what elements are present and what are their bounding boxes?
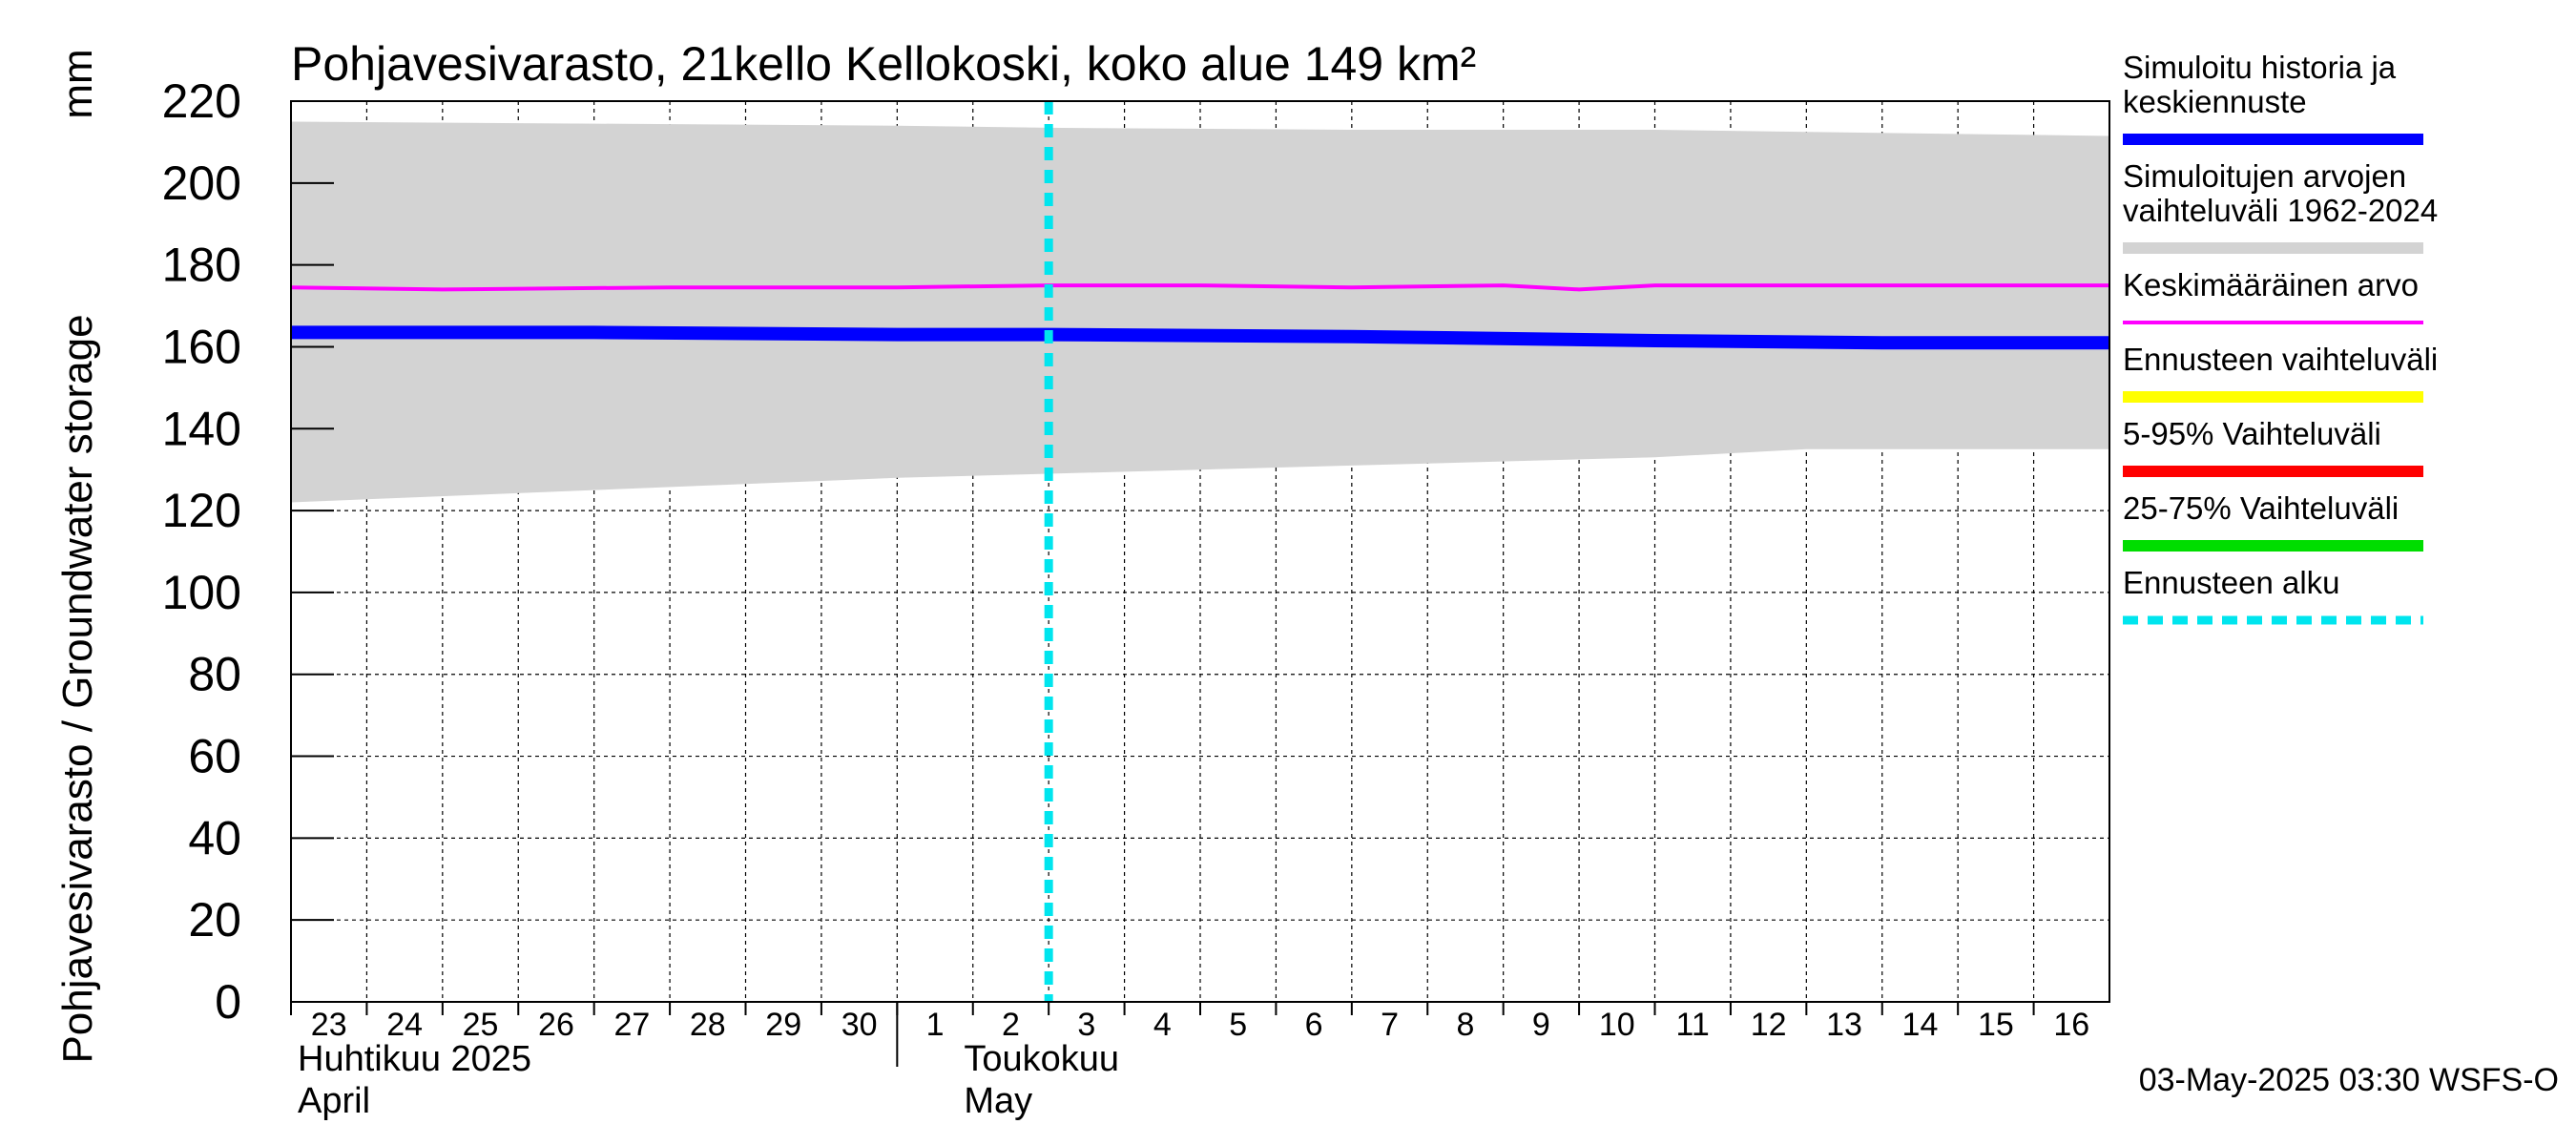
x-tick-label: 4 <box>1153 1007 1172 1043</box>
y-tick-label: 60 <box>188 730 241 783</box>
y-tick-label: 200 <box>162 156 241 210</box>
month-label: Huhtikuu 2025 <box>298 1039 531 1079</box>
y-tick-label: 180 <box>162 239 241 292</box>
x-tick-label: 16 <box>2053 1007 2089 1043</box>
legend: Simuloitu historia jakeskiennusteSimuloi… <box>2123 50 2438 625</box>
x-tick-label: 13 <box>1826 1007 1862 1043</box>
y-tick-label: 80 <box>188 648 241 701</box>
y-axis-label: Pohjavesivarasto / Groundwater storage <box>54 314 101 1063</box>
series-layer <box>291 121 2109 503</box>
legend-item: Ennusteen vaihteluväli <box>2123 342 2438 403</box>
y-tick-label: 220 <box>162 74 241 128</box>
legend-label: keskiennuste <box>2123 84 2307 119</box>
x-tick-label: 1 <box>926 1007 945 1043</box>
x-tick-label: 27 <box>613 1007 650 1043</box>
y-tick-label: 120 <box>162 484 241 537</box>
x-tick-label: 2 <box>1002 1007 1020 1043</box>
x-tick-label: 24 <box>386 1007 423 1043</box>
x-tick-label: 14 <box>1902 1007 1939 1043</box>
chart-footer-timestamp: 03-May-2025 03:30 WSFS-O <box>2139 1062 2559 1098</box>
chart-title: Pohjavesivarasto, 21kello Kellokoski, ko… <box>291 37 1476 91</box>
legend-label: vaihteluväli 1962-2024 <box>2123 193 2438 228</box>
legend-label: Ennusteen vaihteluväli <box>2123 342 2438 377</box>
x-tick-label: 15 <box>1978 1007 2014 1043</box>
legend-label: Simuloitujen arvojen <box>2123 158 2406 194</box>
x-tick-label: 10 <box>1599 1007 1635 1043</box>
x-axis: 23 24 25 26 27 28 29 30 1 2 3 4 5 6 7 8 9 10 11 12 13 14 15 16H… <box>290 1002 2089 1121</box>
x-tick-label: 7 <box>1381 1007 1399 1043</box>
month-label: Toukokuu <box>964 1039 1119 1079</box>
x-tick-label: 29 <box>765 1007 801 1043</box>
y-tick-label: 20 <box>188 893 241 947</box>
series-band-0 <box>291 121 2109 503</box>
x-tick-label: 12 <box>1751 1007 1787 1043</box>
series-line-1 <box>291 283 2109 292</box>
x-tick-label: 3 <box>1077 1007 1095 1043</box>
x-tick-label: 6 <box>1305 1007 1323 1043</box>
legend-item: 25-75% Vaihteluväli <box>2123 490 2423 552</box>
y-tick-label: 140 <box>162 402 241 455</box>
month-label-english: April <box>298 1081 370 1121</box>
y-axis: 0 20 40 60 80 100 120 140 160 180 200 220 <box>162 74 334 1029</box>
x-tick-label: 8 <box>1456 1007 1474 1043</box>
legend-item: 5-95% Vaihteluväli <box>2123 416 2423 477</box>
legend-label: 25-75% Vaihteluväli <box>2123 490 2399 526</box>
y-tick-label: 0 <box>215 975 241 1029</box>
legend-label: Ennusteen alku <box>2123 565 2340 600</box>
x-tick-label: 30 <box>841 1007 878 1043</box>
month-label-english: May <box>964 1081 1032 1121</box>
x-tick-label: 26 <box>538 1007 574 1043</box>
legend-item: Keskimääräinen arvo <box>2123 267 2423 324</box>
y-tick-label: 40 <box>188 811 241 864</box>
y-tick-label: 100 <box>162 566 241 619</box>
y-axis-unit: mm <box>54 49 101 118</box>
x-tick-label: 5 <box>1229 1007 1247 1043</box>
x-tick-label: 11 <box>1676 1007 1710 1043</box>
legend-item: Ennusteen alku <box>2123 565 2423 625</box>
x-tick-label: 28 <box>690 1007 726 1043</box>
x-tick-label: 23 <box>311 1007 347 1043</box>
legend-label: 5-95% Vaihteluväli <box>2123 416 2381 451</box>
series-line-5 <box>291 325 2109 350</box>
legend-label: Keskimääräinen arvo <box>2123 267 2419 302</box>
legend-label: Simuloitu historia ja <box>2123 50 2397 85</box>
y-tick-label: 160 <box>162 320 241 373</box>
x-tick-label: 9 <box>1532 1007 1550 1043</box>
x-tick-label: 25 <box>463 1007 499 1043</box>
